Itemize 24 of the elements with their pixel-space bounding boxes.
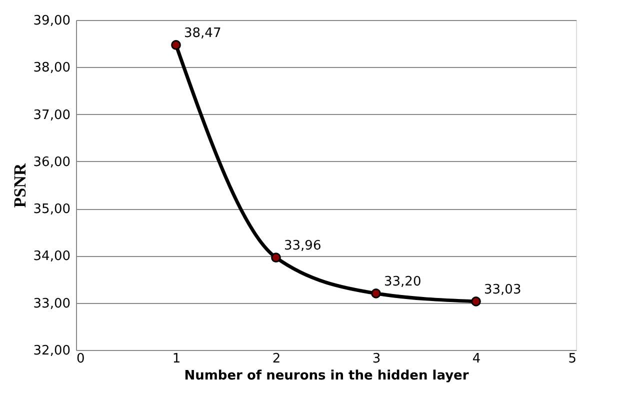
x-axis-title: Number of neurons in the hidden layer xyxy=(184,368,470,384)
y-tick-label: 39,00 xyxy=(33,14,70,28)
point xyxy=(271,252,281,263)
y-tick-label: 34,00 xyxy=(33,249,70,264)
point xyxy=(171,40,181,50)
x-tick-label: 4 xyxy=(472,352,481,366)
x-tick-label: 0 xyxy=(76,352,85,366)
point xyxy=(371,288,381,298)
y-tick-label: 36,00 xyxy=(33,154,70,170)
data-label: 33,96 xyxy=(284,238,322,254)
y-tick-label: 33,00 xyxy=(33,296,70,312)
x-tick-label: 1 xyxy=(172,352,181,366)
y-tick-label: 35,00 xyxy=(33,202,70,218)
data-label: 33,20 xyxy=(384,274,422,290)
data-label: 38,47 xyxy=(184,26,222,41)
y-tick-label: 38,00 xyxy=(33,60,70,76)
x-tick-label: 5 xyxy=(568,352,576,366)
x-tick-label: 3 xyxy=(372,352,381,366)
x-tick-label: 2 xyxy=(272,352,281,366)
y-tick-label: 37,00 xyxy=(33,108,70,123)
y-axis-title: PSNR xyxy=(10,162,30,208)
point xyxy=(471,296,481,306)
data-label: 33,03 xyxy=(484,282,522,298)
y-tick-label: 32,00 xyxy=(33,344,70,358)
